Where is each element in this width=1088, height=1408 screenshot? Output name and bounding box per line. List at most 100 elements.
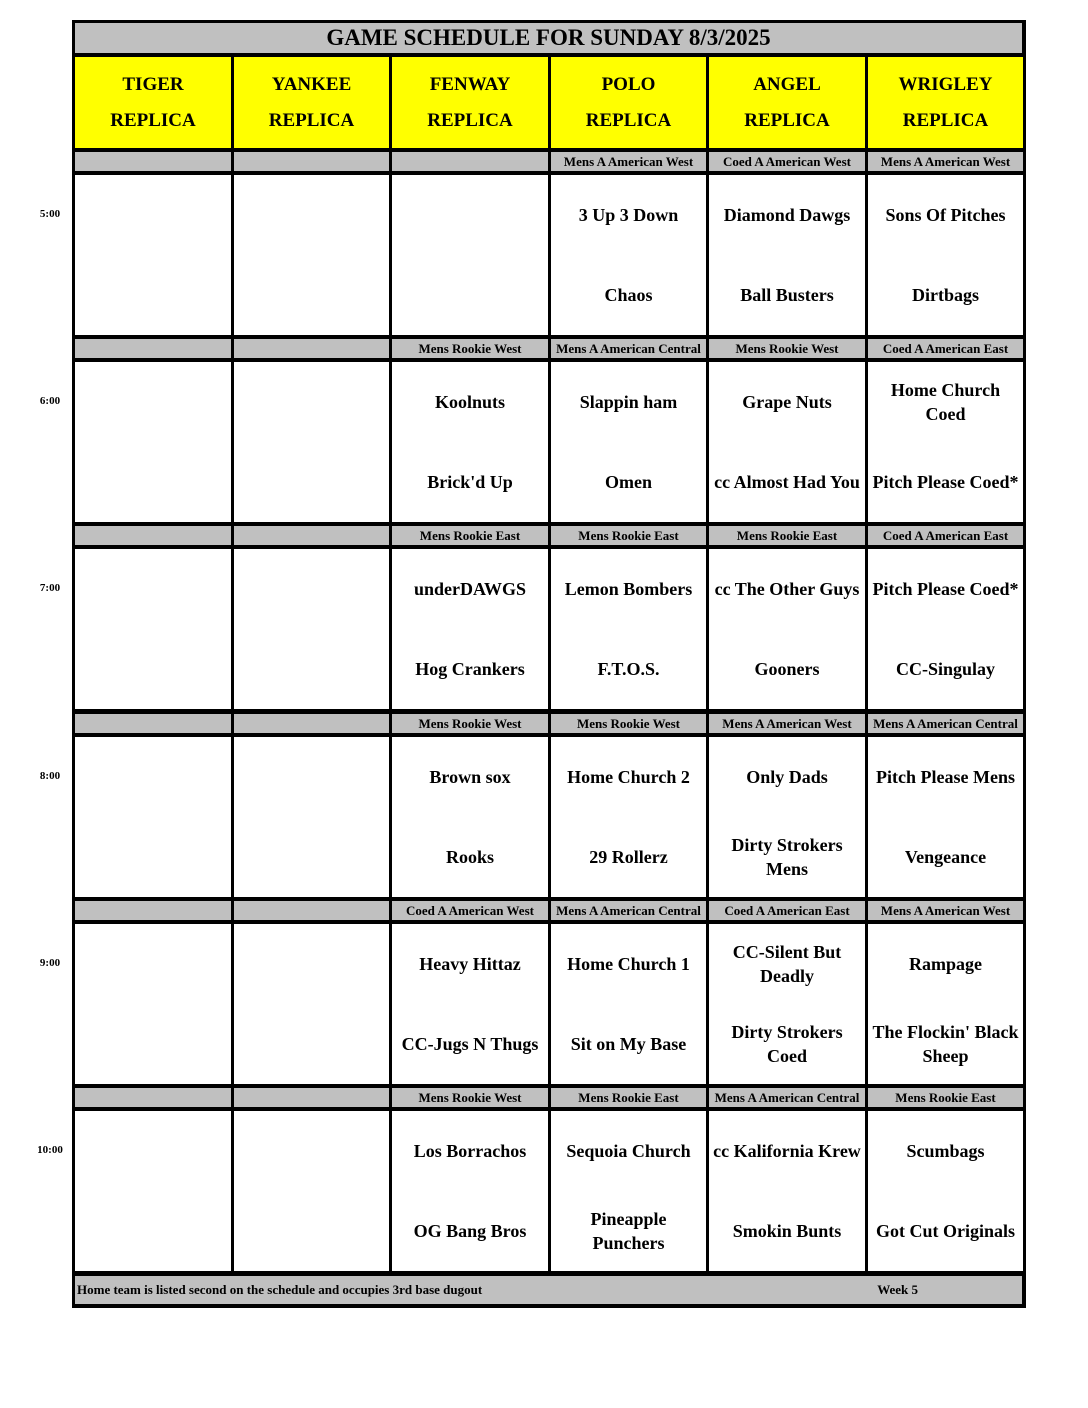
away-team: Grape Nuts [742,392,832,412]
game-cell: cc The Other Guys Gooners [709,549,865,709]
game-cell: Brown sox Rooks [392,737,548,897]
home-team: cc Almost Had You [714,472,860,492]
away-team: Sequoia Church [566,1141,691,1161]
league-label [234,901,389,920]
game-cell: Lemon Bombers F.T.O.S. [551,549,706,709]
game-cell: Koolnuts Brick'd Up [392,362,548,522]
away-team: underDAWGS [413,579,527,599]
away-team: Rampage [909,954,982,974]
home-team: Omen [605,472,652,492]
field-header: ANGEL REPLICA [709,57,865,148]
league-label [234,339,389,358]
time-label: 10:00 [37,1144,63,1156]
game-cell: Pitch Please Coed* CC-Singulay [868,549,1023,709]
time-label: 6:00 [39,395,61,407]
field-type: REPLICA [268,109,355,131]
empty-cell [75,175,231,335]
game-cell: Scumbags Got Cut Originals [868,1111,1023,1271]
home-team: Pitch Please Coed* [872,472,1019,492]
footer-bar: Home team is listed second on the schedu… [75,1276,1022,1304]
game-cell: cc Kalifornia Krew Smokin Bunts [709,1111,865,1271]
league-label: Mens A American Central [868,714,1023,733]
game-cell: Sequoia Church Pineapple Punchers [551,1111,706,1271]
empty-cell [75,549,231,709]
away-team: Koolnuts [434,392,506,412]
footer-note: Home team is listed second on the schedu… [77,1282,483,1297]
time-label: 7:00 [39,582,61,594]
league-label [75,339,231,358]
league-label: Mens A American West [868,901,1023,920]
game-cell: 3 Up 3 Down Chaos [551,175,706,335]
away-team: Heavy Hittaz [419,954,521,974]
game-cell: Home Church Coed Pitch Please Coed* [868,362,1023,522]
away-team: Sons Of Pitches [885,205,1006,225]
field-name: ANGEL [753,73,821,95]
league-label: Mens A American West [709,714,865,733]
empty-cell [234,549,389,709]
home-team: Sit on My Base [570,1034,687,1054]
field-name: POLO [601,73,656,95]
game-cell: Slappin ham Omen [551,362,706,522]
field-header: WRIGLEY REPLICA [868,57,1023,148]
league-label [392,152,548,171]
field-type: REPLICA [585,109,672,131]
league-label [75,901,231,920]
home-team: Dirty Strokers Mens [731,835,843,879]
time-label: 9:00 [39,957,61,969]
time-label: 5:00 [39,208,61,220]
home-team: CC-Singulay [895,659,996,679]
field-type: REPLICA [744,109,830,131]
home-team: Dirtbags [912,285,979,305]
home-team: Dirty Strokers Coed [731,1022,843,1066]
empty-cell [392,175,548,335]
away-team: Scumbags [906,1141,985,1161]
league-label: Mens Rookie East [551,526,706,545]
away-team: cc Kalifornia Krew [713,1141,861,1161]
home-team: The Flockin' Black Sheep [872,1022,1019,1066]
league-label: Mens Rookie West [551,714,706,733]
home-team: Hog Crankers [415,659,525,679]
game-cell: underDAWGS Hog Crankers [392,549,548,709]
away-team: Home Church Coed [890,380,1001,424]
league-label: Mens A American Central [551,901,706,920]
game-cell: Home Church 2 29 Rollerz [551,737,706,897]
field-name: YANKEE [271,73,352,95]
league-label: Mens Rookie East [392,526,548,545]
league-label: Mens Rookie East [551,1088,706,1107]
empty-cell [75,362,231,522]
league-label [75,526,231,545]
league-label [75,1088,231,1107]
league-label: Mens A American Central [551,339,706,358]
home-team: OG Bang Bros [413,1221,527,1241]
league-label: Coed A American East [868,339,1023,358]
away-team: Pitch Please Coed* [872,579,1019,599]
away-team: Only Dads [746,767,828,787]
home-team: Pineapple Punchers [590,1209,667,1253]
game-cell: Heavy Hittaz CC-Jugs N Thugs [392,924,548,1084]
home-team: CC-Jugs N Thugs [401,1034,539,1054]
away-team: Home Church 2 [567,767,690,787]
league-label: Mens Rookie West [392,714,548,733]
away-team: Los Borrachos [413,1141,527,1161]
field-name: FENWAY [429,73,511,95]
away-team: Brown sox [429,767,511,787]
game-cell: Diamond Dawgs Ball Busters [709,175,865,335]
game-cell: Rampage The Flockin' Black Sheep [868,924,1023,1084]
home-team: Vengeance [904,847,987,867]
game-cell: CC-Silent But Deadly Dirty Strokers Coed [709,924,865,1084]
field-header: POLO REPLICA [551,57,706,148]
empty-cell [234,1111,389,1271]
empty-cell [75,924,231,1084]
league-label: Mens Rookie East [868,1088,1023,1107]
field-name: WRIGLEY [898,73,993,95]
away-team: Slappin ham [579,392,678,412]
home-team: Brick'd Up [427,472,513,492]
league-label [234,152,389,171]
league-label: Mens Rookie West [392,339,548,358]
empty-cell [234,924,389,1084]
league-label: Coed A American West [392,901,548,920]
game-cell: Sons Of Pitches Dirtbags [868,175,1023,335]
game-cell: Only Dads Dirty Strokers Mens [709,737,865,897]
field-type: REPLICA [427,109,513,131]
home-team: Gooners [754,659,820,679]
